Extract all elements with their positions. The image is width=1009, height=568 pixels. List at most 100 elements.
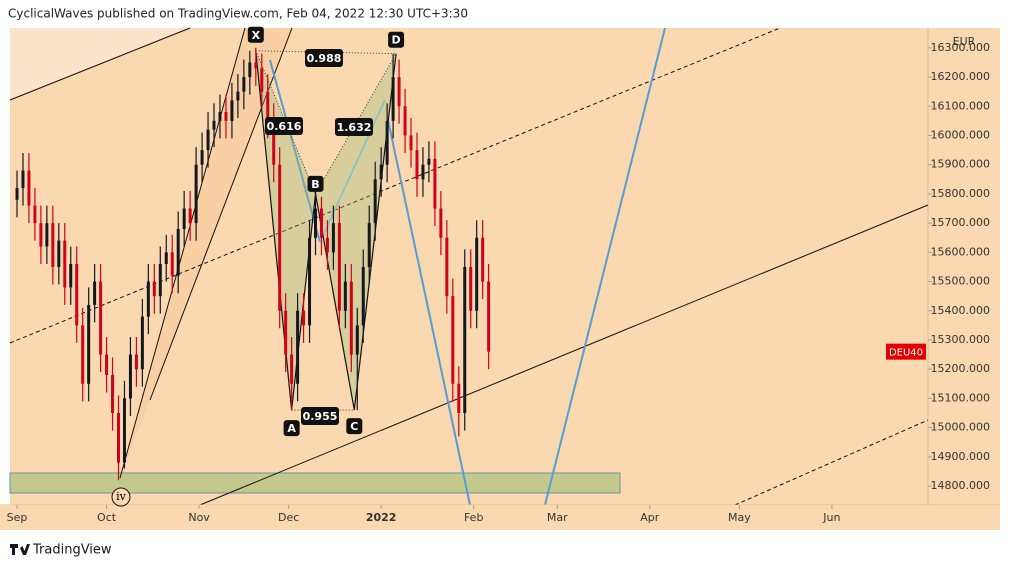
- y-tick-label: 15800.000: [931, 187, 991, 200]
- candle: [272, 103, 276, 183]
- candle: [427, 141, 431, 183]
- candle: [397, 59, 401, 124]
- candle: [176, 211, 180, 294]
- ratio-box: [305, 49, 343, 67]
- ratio-label: 0.616: [267, 120, 302, 133]
- candle: [481, 220, 485, 300]
- candle-body: [487, 281, 491, 352]
- candle: [457, 366, 461, 437]
- candle-body: [200, 150, 204, 165]
- candle-body: [69, 264, 73, 288]
- candle-body: [409, 135, 413, 151]
- candle-body: [272, 120, 276, 165]
- candle-body: [355, 325, 359, 355]
- logo: [10, 544, 30, 555]
- candle-body: [242, 77, 246, 92]
- candle: [439, 190, 443, 256]
- footer: TradingView: [32, 543, 112, 558]
- candle-body: [445, 237, 449, 297]
- candle: [349, 264, 353, 373]
- candle: [254, 47, 258, 86]
- candle: [200, 132, 204, 183]
- candle: [391, 53, 395, 139]
- candle: [105, 337, 109, 393]
- candle-body: [439, 208, 443, 238]
- candle-body: [325, 237, 329, 253]
- pattern-dotted: [255, 50, 316, 195]
- candle: [337, 205, 341, 329]
- candle-body: [33, 205, 37, 224]
- candle-body: [182, 208, 186, 229]
- candle: [146, 264, 150, 335]
- candle: [343, 264, 347, 329]
- ratio-label: 0.988: [307, 52, 342, 65]
- candle: [212, 103, 216, 148]
- candle-body: [427, 158, 431, 165]
- candle-body: [302, 310, 306, 326]
- candle: [224, 94, 228, 139]
- candle: [385, 103, 389, 183]
- x-tick-label: Sep: [7, 511, 28, 524]
- dashed-line: [734, 419, 929, 506]
- candle: [373, 161, 377, 241]
- candle: [164, 234, 168, 282]
- point-label-box: [388, 31, 405, 48]
- point-label: X: [252, 29, 261, 42]
- candle: [128, 337, 132, 416]
- candle-body: [158, 264, 162, 297]
- y-tick-label: 16200.000: [931, 70, 991, 83]
- ratio-box: [335, 118, 373, 136]
- y-tick-label: 15700.000: [931, 216, 991, 229]
- y-tick-label: 15100.000: [931, 391, 991, 404]
- drawings: [9, 27, 929, 506]
- candle-body: [379, 164, 383, 180]
- x-tick-label: Mar: [547, 511, 568, 524]
- candle: [206, 112, 210, 168]
- candle-body: [105, 354, 109, 376]
- header: CyclicalWaves published on TradingView.c…: [8, 7, 468, 21]
- support-zone: [9, 472, 621, 494]
- candle: [69, 246, 73, 305]
- candle-body: [314, 208, 318, 238]
- candle: [278, 147, 282, 329]
- candle: [122, 380, 126, 469]
- candle-body: [152, 281, 156, 297]
- candle: [27, 153, 31, 224]
- y-tick-label: 15500.000: [931, 275, 991, 288]
- ratio-label: 0.955: [303, 410, 338, 423]
- candle: [111, 357, 115, 431]
- symbol-label: DEU40: [889, 348, 923, 359]
- candle: [403, 88, 407, 154]
- trend-line: [9, 27, 191, 101]
- candle: [236, 74, 240, 118]
- price-tag: [886, 343, 926, 360]
- pattern-fill: [315, 53, 397, 411]
- candle-body: [284, 310, 288, 355]
- candle: [308, 220, 312, 343]
- candle-body: [433, 158, 437, 209]
- x-tick-label: Feb: [464, 511, 483, 524]
- x-tick-label: Jun: [822, 511, 840, 524]
- pattern-fill: [255, 50, 316, 411]
- candle-body: [349, 281, 353, 355]
- y-tick-label: 16100.000: [931, 99, 991, 112]
- ratio-label: 1.632: [337, 121, 372, 134]
- candle: [87, 287, 91, 402]
- candle-body: [63, 240, 67, 288]
- y-tick-label: 16000.000: [931, 128, 991, 141]
- candle: [170, 234, 174, 294]
- candle: [475, 220, 479, 329]
- candle-body: [451, 296, 455, 384]
- candle: [218, 94, 222, 139]
- x-tick-label: Apr: [640, 511, 660, 524]
- candle-body: [111, 375, 115, 413]
- blue-line: [387, 119, 471, 506]
- x-tick-label: Oct: [97, 511, 117, 524]
- candle: [158, 246, 162, 314]
- candle: [45, 205, 49, 265]
- candle: [355, 307, 359, 411]
- candle-body: [122, 398, 126, 463]
- candle-body: [188, 208, 192, 224]
- candle-body: [164, 252, 168, 265]
